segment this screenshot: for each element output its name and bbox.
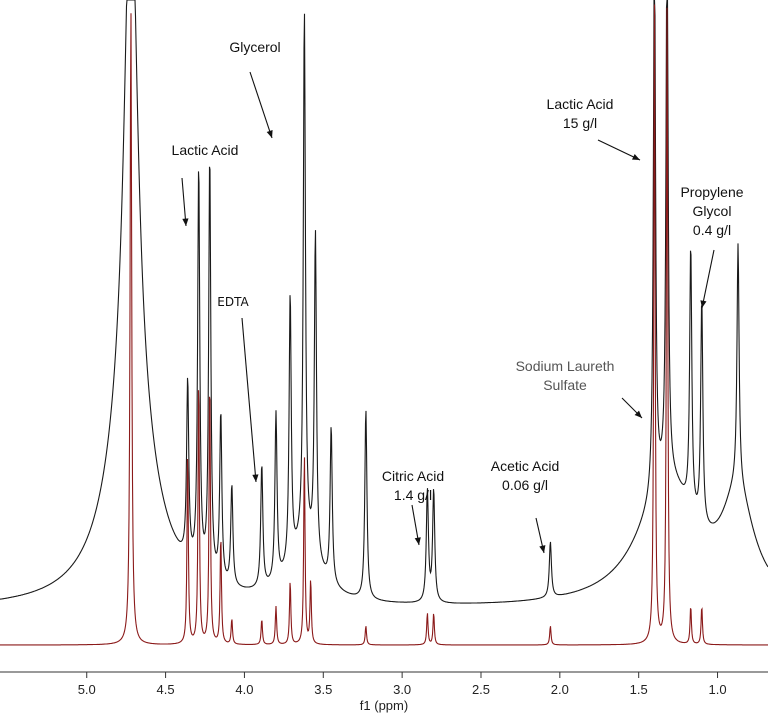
x-tick-label: 4.5 [157,682,175,697]
annotation-label: EDTA [217,295,259,483]
upper-spectrum-trace [0,0,768,604]
annotation-label: Acetic Acid 0.06 g/l [491,458,559,554]
annotation-arrowhead [539,545,546,553]
x-ticks: 5.0 4.5 4.0 3.5 3.0 2.5 2.0 1.5 1.0 [78,672,727,697]
annotation-arrowhead [700,300,707,308]
annotation-arrowhead [414,537,421,545]
annotation-arrow [181,177,187,227]
x-tick-label: 3.0 [393,682,411,697]
x-axis: 5.0 4.5 4.0 3.5 3.0 2.5 2.0 1.5 1.0 f1 (ppm) [0,671,768,713]
annotation-arrowhead [182,218,189,226]
x-tick-label: 2.0 [551,682,569,697]
annotation-arrowhead [266,130,273,138]
x-axis-label: f1 (ppm) [360,698,408,713]
plot-area [0,0,768,646]
annotation-label: Citric Acid 1.4 g/l [382,468,444,546]
annotation-arrow [597,139,641,161]
x-tick-label: 3.5 [314,682,332,697]
annotation-arrow [701,249,715,309]
annotation-label: Propylene Glycol 0.4 g/l [680,184,744,309]
x-tick-label: 4.0 [235,682,253,697]
annotation-text: Propylene Glycol 0.4 g/l [680,184,743,238]
peak-annotations: Glycerol Lactic Acid EDTA Citric Acid 1.4 g/… [172,39,744,554]
annotation-label: Lactic Acid 15 g/l [547,96,641,161]
annotation-arrowhead [634,410,642,418]
annotation-text: Citric Acid 1.4 g/l [382,468,444,503]
annotation-text: Lactic Acid [172,142,239,158]
annotation-text: Glycerol [229,39,280,55]
x-tick-label: 5.0 [78,682,96,697]
annotation-text: Sodium Laureth Sulfate [516,358,615,393]
annotation-text: Lactic Acid 15 g/l [547,96,614,131]
annotation-label: Sodium Laureth Sulfate [516,358,643,419]
x-tick-label: 2.5 [472,682,490,697]
annotation-label: Lactic Acid [172,142,239,227]
x-tick-label: 1.5 [630,682,648,697]
annotation-label: Glycerol [229,39,281,139]
annotation-arrow [241,317,257,483]
annotation-arrowhead [632,154,640,160]
annotation-arrowhead [252,474,259,482]
lower-spectrum-trace [0,4,768,646]
annotation-text: EDTA [217,295,249,309]
annotation-text: Acetic Acid 0.06 g/l [491,458,559,493]
x-tick-label: 1.0 [708,682,726,697]
annotation-arrow [249,71,273,139]
